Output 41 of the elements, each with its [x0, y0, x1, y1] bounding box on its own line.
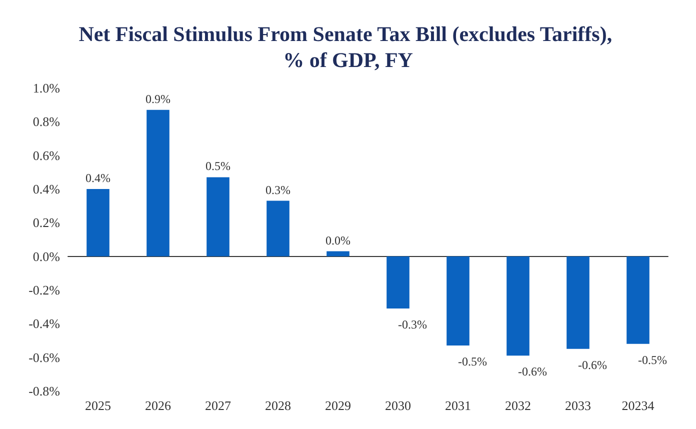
- bar: [86, 189, 110, 256]
- data-label: 0.0%: [326, 233, 350, 248]
- y-tick-label: 0.4%: [32, 182, 60, 196]
- x-tick-label: 2028: [265, 398, 291, 413]
- data-label: 0.9%: [146, 92, 170, 106]
- y-tick-label: -0.8%: [28, 384, 60, 398]
- x-tick-label: 20234: [622, 398, 655, 413]
- x-tick-label: 2029: [325, 398, 351, 413]
- data-label: -0.6%: [518, 364, 547, 379]
- chart-title: Net Fiscal Stimulus From Senate Tax Bill (excludes Tariffs), % of GDP, FY: [78, 22, 618, 72]
- data-label: 0.3%: [266, 182, 290, 197]
- y-tick-label: -0.6%: [28, 350, 60, 365]
- x-tick-label: 2031: [445, 398, 471, 413]
- data-label: -0.6%: [578, 358, 607, 372]
- bar: [446, 256, 470, 346]
- bar: [206, 177, 230, 256]
- y-tick-label: -0.4%: [28, 316, 60, 332]
- x-tick-label: 2033: [565, 398, 591, 413]
- data-label: -0.5%: [638, 352, 667, 367]
- x-tick-label: 2026: [145, 398, 172, 413]
- y-tick-label: 0.0%: [32, 248, 60, 264]
- x-tick-label: 2030: [385, 398, 411, 413]
- data-label: -0.3%: [398, 318, 427, 332]
- bar: [566, 256, 590, 349]
- bar: [386, 256, 410, 309]
- bar: [266, 200, 290, 256]
- bar: [506, 256, 530, 356]
- data-label: -0.5%: [458, 354, 487, 369]
- x-tick-label: 2032: [505, 398, 531, 413]
- data-label: 0.5%: [206, 159, 230, 174]
- y-tick-label: 0.6%: [32, 148, 60, 163]
- data-label: 0.4%: [86, 171, 110, 185]
- bar: [326, 251, 350, 256]
- y-tick-label: 0.8%: [32, 114, 60, 130]
- x-tick-label: 2027: [205, 398, 232, 413]
- y-tick-label: -0.2%: [28, 282, 60, 298]
- bar: [626, 256, 650, 344]
- x-tick-label: 2025: [85, 398, 111, 413]
- y-tick-label: 0.2%: [32, 215, 60, 230]
- bar: [146, 110, 170, 256]
- y-tick-label: 1.0%: [32, 80, 60, 96]
